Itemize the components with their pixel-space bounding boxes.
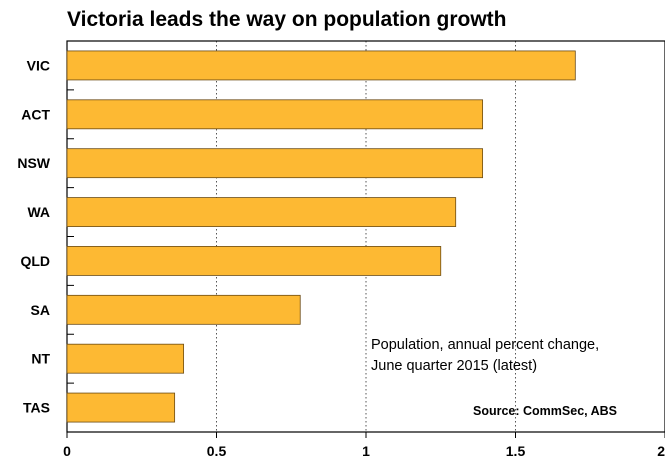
bar-act: [66, 99, 484, 130]
category-label-nsw: NSW: [17, 155, 50, 171]
category-labels: VIC ACT NSW WA QLD SA NT TAS: [17, 57, 74, 416]
bar-nt: [66, 343, 185, 374]
category-label-tas: TAS: [23, 400, 50, 416]
x-axis-ticks: 0 0.5 1 1.5 2: [63, 432, 665, 459]
bar-wa: [66, 197, 457, 227]
bar-tas: [66, 392, 176, 423]
source-note: Source: CommSec, ABS: [473, 404, 617, 418]
category-label-vic: VIC: [27, 57, 50, 73]
bars-group: [66, 50, 576, 423]
bar-nsw: [66, 148, 484, 179]
annotation-line-1: Population, annual percent change,: [371, 337, 599, 353]
x-tick-label-3: 1.5: [506, 443, 526, 459]
bar-qld: [66, 246, 442, 276]
x-tick-label-4: 2: [657, 443, 665, 459]
category-label-qld: QLD: [20, 253, 50, 269]
bar-vic: [66, 50, 576, 81]
bar-sa: [66, 294, 301, 325]
category-label-wa: WA: [27, 204, 50, 220]
annotation-line-2: June quarter 2015 (latest): [371, 358, 537, 374]
category-label-sa: SA: [31, 302, 50, 318]
x-tick-label-2: 1: [362, 443, 370, 459]
category-label-act: ACT: [21, 106, 50, 122]
category-label-nt: NT: [31, 351, 50, 367]
x-tick-label-1: 0.5: [207, 443, 227, 459]
chart-title: Victoria leads the way on population gro…: [67, 8, 507, 31]
x-tick-label-0: 0: [63, 443, 71, 459]
